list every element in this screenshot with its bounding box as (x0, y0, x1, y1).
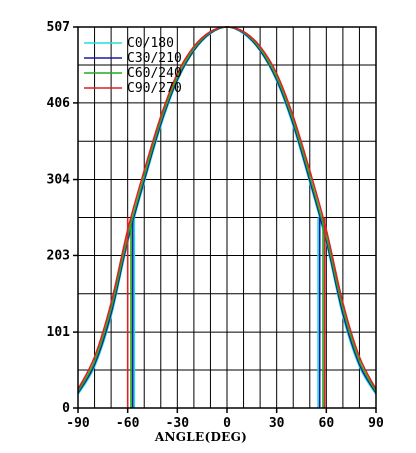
x-tick-label: 30 (269, 416, 285, 431)
x-tick-label: 0 (223, 416, 231, 431)
x-tick-label: -30 (166, 416, 190, 431)
y-tick-label: 101 (47, 325, 71, 340)
legend-label: C0/180 (127, 36, 174, 51)
y-tick-label: 507 (47, 20, 70, 35)
legend-label: C90/270 (127, 81, 182, 96)
x-tick-label: -90 (66, 416, 90, 431)
y-tick-label: 304 (47, 173, 71, 188)
legend-label: C60/240 (127, 66, 182, 81)
y-tick-label: 406 (47, 96, 71, 111)
x-tick-label: 60 (319, 416, 335, 431)
y-tick-label: 0 (62, 401, 70, 416)
grid-layer (77, 26, 377, 409)
axis-layer: 0 101 203 304 406 507 -90 -60 -30 0 30 60 90 (47, 20, 384, 431)
x-tick-label: 90 (368, 416, 384, 431)
y-tick-label: 203 (47, 248, 70, 263)
legend-label: C30/210 (127, 51, 182, 66)
x-axis-title: ANGLE(DEG) (154, 430, 247, 444)
x-tick-label: -60 (116, 416, 140, 431)
